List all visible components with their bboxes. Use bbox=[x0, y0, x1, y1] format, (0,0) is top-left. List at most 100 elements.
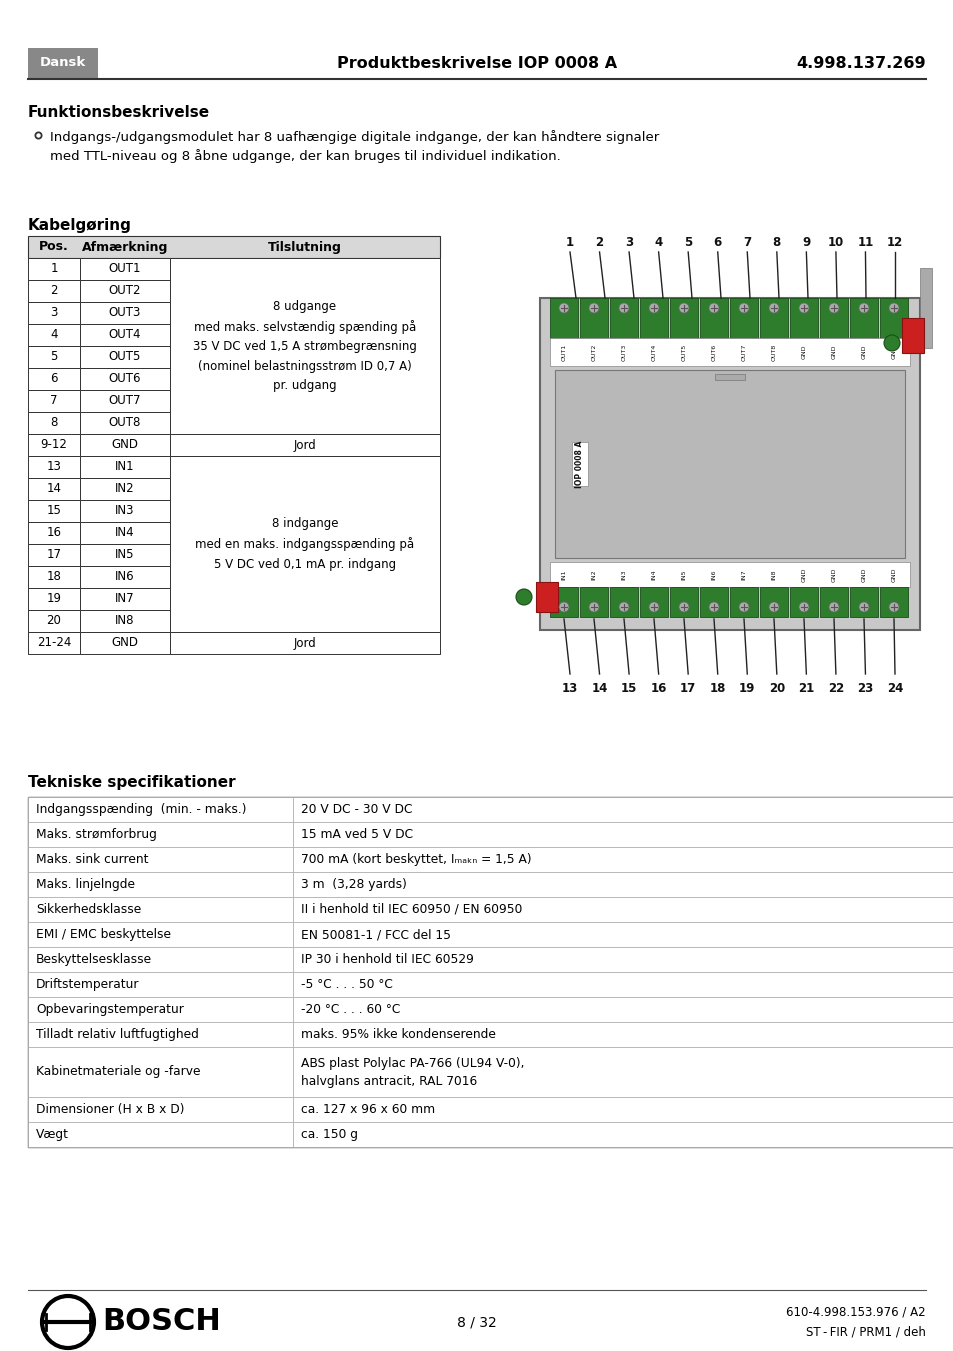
Bar bbox=[80, 478, 170, 500]
Text: 12: 12 bbox=[886, 235, 902, 249]
Bar bbox=[293, 947, 953, 971]
Bar bbox=[28, 1121, 293, 1147]
Bar bbox=[80, 258, 170, 280]
Text: -5 °C . . . 50 °C: -5 °C . . . 50 °C bbox=[301, 978, 393, 992]
Text: GND: GND bbox=[112, 439, 138, 451]
Bar bbox=[80, 434, 170, 457]
Text: GND: GND bbox=[890, 567, 896, 582]
Text: OUT4: OUT4 bbox=[109, 328, 141, 342]
Text: OUT8: OUT8 bbox=[771, 343, 776, 361]
Text: IN6: IN6 bbox=[711, 569, 716, 580]
Text: OUT2: OUT2 bbox=[591, 343, 596, 361]
Text: 19: 19 bbox=[47, 593, 61, 605]
Text: 700 mA (kort beskyttet, Iₘₐₖₙ = 1,5 A): 700 mA (kort beskyttet, Iₘₐₖₙ = 1,5 A) bbox=[301, 852, 531, 866]
Bar bbox=[879, 299, 907, 338]
Text: 15: 15 bbox=[47, 504, 61, 517]
Bar bbox=[80, 566, 170, 588]
Bar bbox=[550, 586, 578, 617]
Circle shape bbox=[679, 303, 688, 313]
Text: IN8: IN8 bbox=[771, 569, 776, 580]
Bar bbox=[729, 299, 758, 338]
Bar bbox=[919, 267, 931, 349]
Bar bbox=[28, 280, 80, 303]
Text: -20 °C . . . 60 °C: -20 °C . . . 60 °C bbox=[301, 1002, 400, 1016]
Text: Kabinetmateriale og -farve: Kabinetmateriale og -farve bbox=[36, 1066, 200, 1078]
Text: 22: 22 bbox=[827, 681, 843, 694]
Circle shape bbox=[648, 603, 659, 612]
Text: GND: GND bbox=[112, 636, 138, 650]
Bar bbox=[28, 478, 80, 500]
Bar bbox=[28, 611, 80, 632]
Bar bbox=[293, 1121, 953, 1147]
Bar bbox=[80, 390, 170, 412]
Bar bbox=[28, 434, 80, 457]
Text: 1: 1 bbox=[51, 262, 58, 276]
Text: 8: 8 bbox=[772, 235, 781, 249]
Bar bbox=[28, 258, 80, 280]
Circle shape bbox=[708, 603, 719, 612]
Text: 1: 1 bbox=[565, 235, 574, 249]
Circle shape bbox=[708, 303, 719, 313]
Bar bbox=[293, 797, 953, 821]
Circle shape bbox=[799, 303, 808, 313]
Bar bbox=[170, 632, 439, 654]
Text: GND: GND bbox=[831, 567, 836, 582]
Bar bbox=[293, 1047, 953, 1097]
Bar bbox=[609, 586, 638, 617]
Bar bbox=[80, 412, 170, 434]
Text: ABS plast Polylac PA-766 (UL94 V-0),
halvglans antracit, RAL 7016: ABS plast Polylac PA-766 (UL94 V-0), hal… bbox=[301, 1056, 524, 1088]
Text: Maks. strømforbrug: Maks. strømforbrug bbox=[36, 828, 156, 842]
Bar bbox=[80, 367, 170, 390]
Bar bbox=[80, 611, 170, 632]
Text: 7: 7 bbox=[51, 394, 58, 408]
Bar bbox=[28, 236, 439, 258]
Text: GND: GND bbox=[831, 345, 836, 359]
Bar bbox=[28, 871, 293, 897]
Bar bbox=[28, 897, 293, 921]
Text: Dimensioner (H x B x D): Dimensioner (H x B x D) bbox=[36, 1102, 184, 1116]
Text: Tilladt relativ luftfugtighed: Tilladt relativ luftfugtighed bbox=[36, 1028, 198, 1042]
Bar bbox=[80, 346, 170, 367]
Text: Maks. sink current: Maks. sink current bbox=[36, 852, 149, 866]
Circle shape bbox=[768, 603, 779, 612]
Circle shape bbox=[558, 603, 568, 612]
Bar bbox=[760, 299, 787, 338]
Text: 21-24: 21-24 bbox=[37, 636, 71, 650]
Text: 20: 20 bbox=[47, 615, 61, 627]
Circle shape bbox=[588, 303, 598, 313]
Text: Dansk: Dansk bbox=[40, 57, 86, 69]
Bar bbox=[28, 457, 80, 478]
Bar bbox=[28, 346, 80, 367]
Text: Sikkerhedsklasse: Sikkerhedsklasse bbox=[36, 902, 141, 916]
Text: IN6: IN6 bbox=[115, 570, 134, 584]
Bar bbox=[849, 586, 877, 617]
Text: IP 30 i henhold til IEC 60529: IP 30 i henhold til IEC 60529 bbox=[301, 952, 474, 966]
Bar bbox=[28, 500, 80, 521]
Bar bbox=[789, 299, 817, 338]
Bar bbox=[536, 582, 558, 612]
Bar bbox=[28, 797, 293, 821]
Circle shape bbox=[679, 603, 688, 612]
Text: OUT8: OUT8 bbox=[109, 416, 141, 430]
Circle shape bbox=[516, 589, 532, 605]
Text: EMI / EMC beskyttelse: EMI / EMC beskyttelse bbox=[36, 928, 171, 942]
Bar bbox=[879, 586, 907, 617]
Text: GND: GND bbox=[861, 345, 865, 359]
Text: IN4: IN4 bbox=[115, 527, 134, 539]
Text: 20: 20 bbox=[768, 681, 784, 694]
Text: 4: 4 bbox=[654, 235, 662, 249]
Bar bbox=[28, 1047, 293, 1097]
Bar bbox=[550, 299, 578, 338]
Bar bbox=[293, 871, 953, 897]
Bar bbox=[28, 390, 80, 412]
Bar bbox=[669, 299, 698, 338]
Bar bbox=[28, 632, 80, 654]
Circle shape bbox=[739, 303, 748, 313]
Text: Kabelgøring: Kabelgøring bbox=[28, 218, 132, 232]
Text: OUT1: OUT1 bbox=[561, 343, 566, 361]
Circle shape bbox=[858, 303, 868, 313]
Text: Tilslutning: Tilslutning bbox=[268, 240, 341, 254]
Text: 13: 13 bbox=[47, 461, 61, 473]
Bar bbox=[789, 586, 817, 617]
Bar bbox=[572, 442, 587, 486]
